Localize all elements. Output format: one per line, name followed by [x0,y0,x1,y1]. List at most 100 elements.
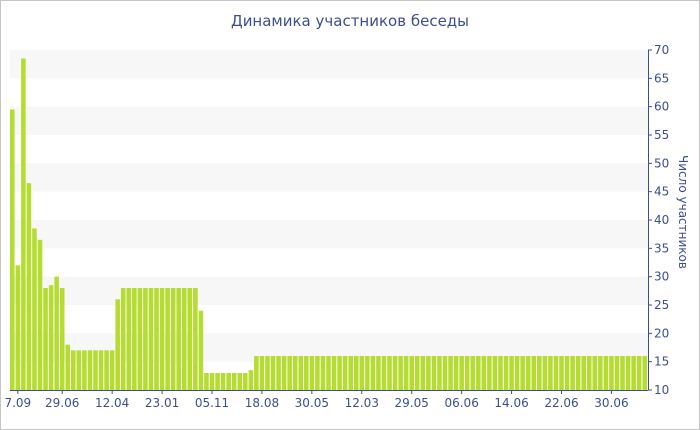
bar [98,350,104,390]
bar [353,356,359,390]
bar [248,370,254,390]
y-tick-label: 45 [654,185,669,199]
bar [193,288,198,390]
bar [265,356,270,390]
bar [575,356,581,390]
bar [231,373,237,390]
bar [198,310,204,390]
bar [87,350,93,390]
bar [553,356,559,390]
bar [276,356,281,390]
bar [625,356,631,390]
bar [209,373,215,390]
bar [120,288,126,390]
bar [592,356,598,390]
bar [559,356,564,390]
bar [65,344,71,390]
bar [398,356,403,390]
bar [281,356,287,390]
bar [298,356,304,390]
bar [237,373,243,390]
y-tick-label: 30 [654,270,669,284]
bar [71,350,76,390]
bar [48,285,54,390]
bar [181,288,187,390]
bar [126,288,132,390]
bar [10,109,15,390]
bar [176,288,181,390]
bar [376,356,381,390]
bar [492,356,498,390]
bar [348,356,353,390]
bar [487,356,492,390]
bar [392,356,398,390]
grid-band [10,276,648,305]
bar [170,288,176,390]
x-tick-label: 7.09 [4,396,31,410]
x-tick-label: 29.05 [395,396,429,410]
bar [503,356,509,390]
bar [320,356,326,390]
grid-band [10,106,648,135]
bar [76,350,82,390]
bar [148,288,154,390]
bar [21,58,26,390]
x-tick-label: 30.05 [295,396,329,410]
y-tick-label: 15 [654,355,669,369]
bar [82,350,87,390]
bar [542,356,548,390]
bar [453,356,459,390]
grid-band [10,163,648,192]
bar [43,288,48,390]
bar [636,356,642,390]
bar [287,356,292,390]
x-tick-label: 05.11 [195,396,229,410]
bar [548,356,553,390]
bar [154,288,159,390]
bar [187,288,193,390]
bar [15,265,21,390]
bar [104,350,109,390]
y-axis-title: Число участников [676,155,690,269]
bar [331,356,337,390]
bar [215,373,220,390]
bar [204,373,209,390]
bar [642,356,647,390]
y-tick-label: 70 [654,43,669,57]
bar [564,356,570,390]
bar [631,356,636,390]
bar [537,356,542,390]
x-tick-label: 06.06 [444,396,478,410]
bar [403,356,409,390]
bar [226,373,231,390]
bar [531,356,537,390]
grid-band [10,220,648,249]
bar [586,356,592,390]
x-tick-label: 18.08 [245,396,279,410]
bar [459,356,464,390]
bar [431,356,437,390]
y-tick-label: 65 [654,71,669,85]
bar [109,350,115,390]
bar [93,350,98,390]
bar [37,239,43,390]
bar [614,356,620,390]
bar [137,288,143,390]
bar [476,356,481,390]
bar [304,356,309,390]
x-tick-label: 30.06 [594,396,628,410]
bar [165,288,170,390]
bar [609,356,614,390]
bar [143,288,148,390]
y-tick-label: 60 [654,100,669,114]
bar [359,356,365,390]
y-tick-label: 25 [654,298,669,312]
bar [26,183,32,390]
bar [159,288,165,390]
bar [581,356,586,390]
y-tick-label: 40 [654,213,669,227]
bar [520,356,525,390]
bar [370,356,376,390]
bar [259,356,265,390]
